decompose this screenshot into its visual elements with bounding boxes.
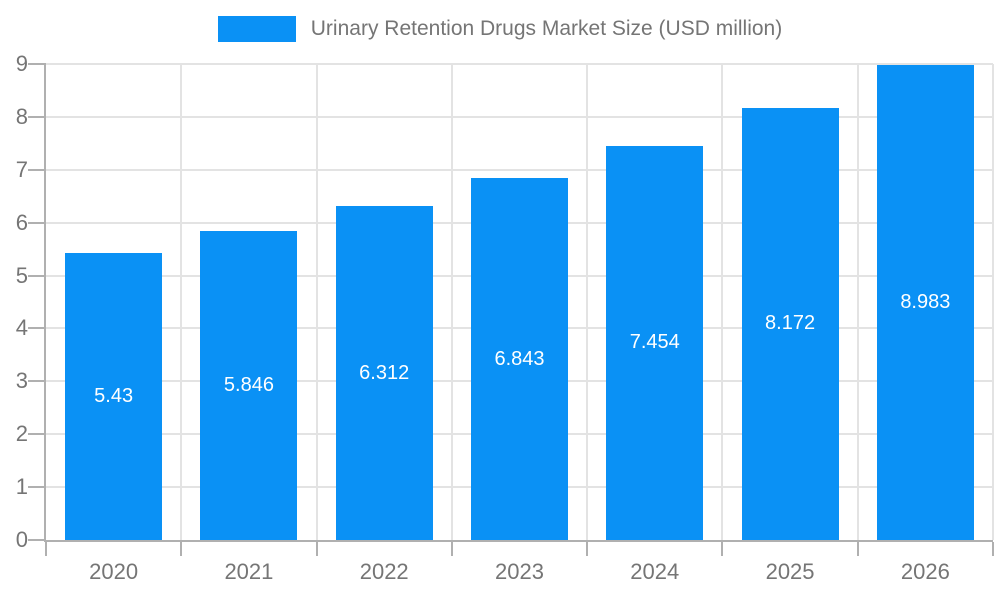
y-axis-tick <box>28 168 46 171</box>
bar-2020[interactable]: 5.43 <box>65 252 163 540</box>
y-axis-tick <box>28 115 46 118</box>
bar-value-label: 6.312 <box>359 361 410 384</box>
legend-swatch-icon <box>217 16 296 42</box>
x-gridline <box>856 64 859 540</box>
x-axis-label: 2020 <box>89 559 139 584</box>
y-axis-label: 0 <box>15 527 28 552</box>
y-axis-tick <box>28 433 46 436</box>
x-axis-tick <box>45 542 47 556</box>
x-gridline <box>180 64 183 540</box>
y-axis-label: 5 <box>15 262 28 288</box>
bar-value-label: 5.846 <box>223 373 274 396</box>
x-axis-label: 2022 <box>359 559 409 584</box>
bar-2022[interactable]: 6.312 <box>335 206 433 540</box>
y-axis-label: 4 <box>15 315 28 341</box>
x-axis-label: 2021 <box>224 559 274 584</box>
bar-2023[interactable]: 6.843 <box>471 178 568 540</box>
bar-2024[interactable]: 7.454 <box>606 145 704 540</box>
bar-2026[interactable]: 8.983 <box>876 64 974 540</box>
x-axis-label: 2025 <box>765 559 815 584</box>
y-axis-label: 8 <box>15 103 28 129</box>
bar-value-label: 8.983 <box>900 290 951 313</box>
y-axis-tick <box>28 380 46 383</box>
y-gridline <box>46 63 993 65</box>
y-axis-label: 3 <box>15 368 28 394</box>
x-axis-tick <box>856 542 859 556</box>
x-axis-tick <box>450 542 453 556</box>
bar-value-label: 7.454 <box>629 331 680 354</box>
y-axis-label: 2 <box>15 421 28 447</box>
bar-value-label: 8.172 <box>765 312 816 335</box>
bar-2021[interactable]: 5.846 <box>200 230 298 540</box>
bar-value-label: 6.843 <box>494 347 545 370</box>
y-axis-tick <box>28 274 46 277</box>
x-axis-tick <box>180 542 183 556</box>
x-axis-tick <box>721 542 724 556</box>
y-axis-label: 9 <box>15 51 28 76</box>
y-axis-tick <box>28 539 46 541</box>
x-axis-label: 2023 <box>495 559 544 584</box>
bar-2025[interactable]: 8.172 <box>741 107 839 540</box>
y-axis-label: 6 <box>15 209 28 235</box>
plot-area: 5.43 5.846 6.312 6.843 7.454 8.172 8.983 <box>44 63 994 542</box>
x-gridline <box>586 64 589 540</box>
y-gridline <box>46 115 993 118</box>
y-axis-tick <box>28 63 46 65</box>
y-gridline <box>46 168 993 171</box>
y-axis-tick <box>28 221 46 224</box>
y-axis-label: 7 <box>15 156 28 182</box>
x-gridline <box>315 64 318 540</box>
y-axis-tick <box>28 327 46 330</box>
y-axis-tick <box>28 486 46 489</box>
x-gridline <box>992 64 994 540</box>
x-gridline <box>721 64 724 540</box>
x-gridline <box>450 64 453 540</box>
x-axis-tick <box>315 542 318 556</box>
x-axis-label: 2024 <box>630 559 680 584</box>
bar-value-label: 5.43 <box>94 384 134 407</box>
x-axis-tick <box>992 542 994 556</box>
chart-legend[interactable]: Urinary Retention Drugs Market Size (USD… <box>0 16 1000 42</box>
x-axis-tick <box>586 542 589 556</box>
x-axis-label: 2026 <box>900 559 950 584</box>
legend-label: Urinary Retention Drugs Market Size (USD… <box>310 17 783 40</box>
y-axis-label: 1 <box>15 474 28 500</box>
